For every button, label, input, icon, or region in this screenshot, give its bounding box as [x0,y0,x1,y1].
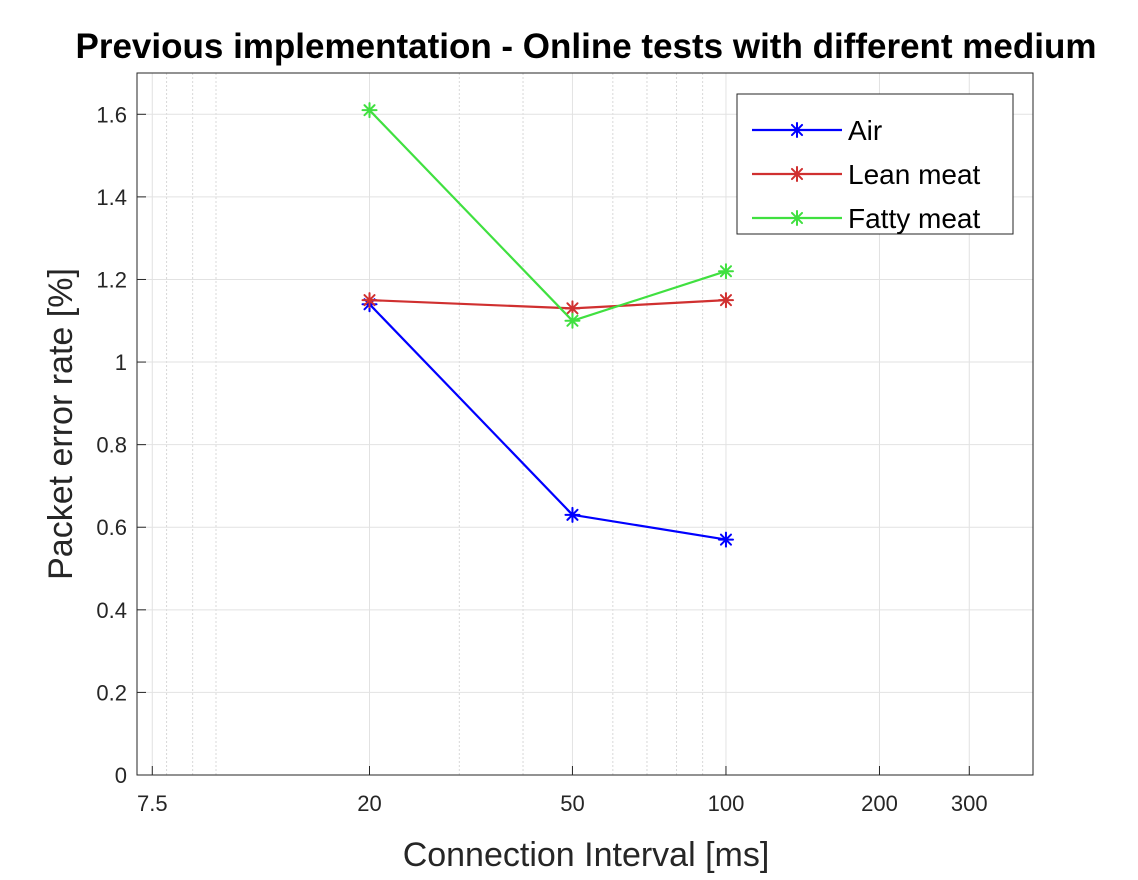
y-tick-label: 0.8 [96,433,127,458]
y-tick-label: 1.6 [96,102,127,127]
y-tick-label: 0 [115,763,127,788]
legend-item-lean-meat: Lean meat [752,159,981,190]
legend: Air Lean meat Fatty meat [736,93,1014,235]
data-point-lean-meat [361,292,378,309]
y-tick-label: 0.4 [96,598,127,623]
data-point-air [717,531,734,548]
x-axis-label: Connection Interval [ms] [403,836,770,874]
legend-item-air: Air [752,115,882,146]
legend-marker [789,210,805,226]
y-tick-label: 1.2 [96,267,127,292]
y-tick-label: 0.6 [96,515,127,540]
legend-label: Air [848,115,882,146]
data-point-fatty-meat [564,312,581,329]
x-tick-label: 100 [708,791,745,816]
legend-marker [789,122,805,138]
legend-marker [789,166,805,182]
data-point-lean-meat [717,292,734,309]
series-layer [361,102,734,548]
chart-title: Previous implementation - Online tests w… [76,27,1097,66]
y-tick-label: 1 [115,350,127,375]
plot-area [136,72,1034,776]
data-point-fatty-meat [361,102,378,119]
legend-item-fatty-meat: Fatty meat [752,203,980,234]
data-point-lean-meat [564,300,581,317]
x-tick-label: 50 [560,791,584,816]
x-tick-label: 7.5 [137,791,168,816]
y-axis-ticks: 0 0.2 0.4 0.6 0.8 1 1.2 1.4 1.6 [96,102,146,788]
x-tick-label: 300 [951,791,988,816]
data-point-fatty-meat [717,263,734,280]
x-tick-label: 20 [357,791,381,816]
x-axis-ticks: 7.5 20 50 100 200 300 [137,766,988,816]
legend-box [736,93,1014,235]
legend-label: Lean meat [848,159,981,190]
legend-label: Fatty meat [848,203,980,234]
y-tick-label: 1.4 [96,185,127,210]
x-tick-label: 200 [861,791,898,816]
minor-grid [166,73,704,775]
y-axis-label: Packet error rate [%] [42,268,80,580]
data-point-air [564,506,581,523]
y-tick-label: 0.2 [96,680,127,705]
